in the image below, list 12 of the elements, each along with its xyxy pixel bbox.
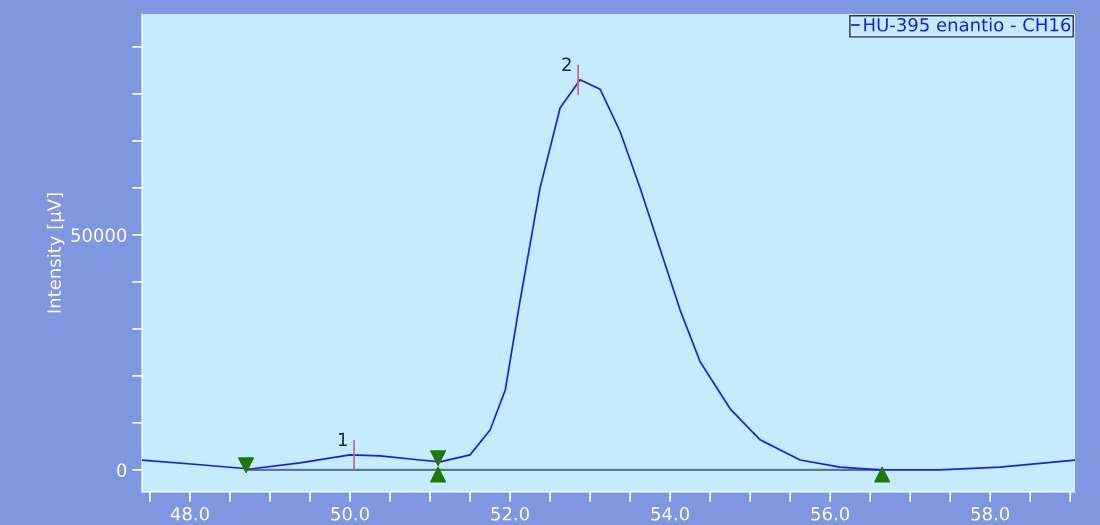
x-tick-label: 52.0 — [491, 506, 529, 521]
y-axis-title: Intensity [µV] — [46, 193, 65, 313]
y-tick-label: 0 — [117, 463, 127, 478]
x-tick-label: 58.0 — [971, 506, 1010, 521]
x-tick-label: 48.0 — [170, 506, 209, 521]
x-tick-label: 50.0 — [331, 506, 369, 521]
legend-label: HU-395 enantio - CH16 — [864, 17, 1071, 32]
x-tick-label: 54.0 — [651, 506, 690, 521]
x-tick-label: 56.0 — [811, 506, 850, 521]
annotation: 1 — [338, 432, 347, 446]
annotation: 2 — [562, 57, 571, 71]
y-tick-label: 50000 — [71, 228, 127, 243]
